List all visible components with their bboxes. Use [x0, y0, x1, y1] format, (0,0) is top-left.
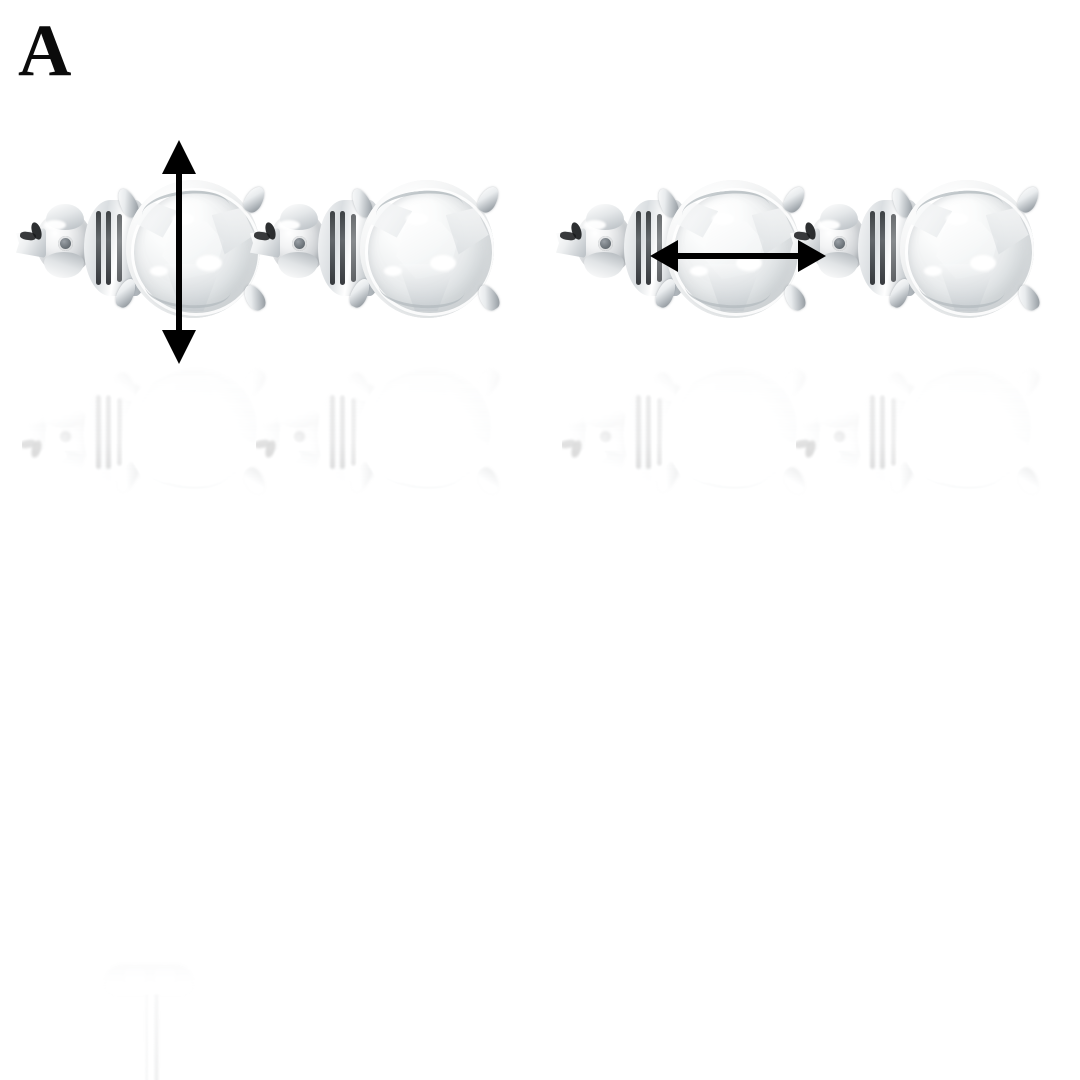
earring-back-butterfly	[556, 204, 648, 282]
arrow-double-horizontal-icon	[650, 240, 826, 272]
stud-earring-front	[16, 160, 282, 350]
earring-back-butterfly	[16, 204, 108, 282]
earring-back-butterfly	[250, 204, 342, 282]
stud-earring-front	[556, 160, 822, 350]
stud-earring-front	[250, 160, 516, 350]
arrow-double-vertical-icon	[162, 140, 196, 364]
earring-back-butterfly	[790, 204, 882, 282]
gemstone	[126, 180, 260, 318]
panel-b: B	[540, 0, 1080, 540]
panel-a-letter: A	[18, 10, 72, 92]
earring-reflection	[256, 330, 516, 520]
gemstone	[360, 180, 494, 318]
stud-earring-front	[790, 160, 1056, 350]
earring-reflection	[562, 330, 822, 520]
earring-reflection	[796, 330, 1056, 520]
earring-reflection	[62, 940, 242, 1080]
gemstone	[666, 180, 800, 318]
panel-a: A	[0, 0, 540, 540]
gemstone	[900, 180, 1034, 318]
panel-title: Stud Earring Measurement Guide	[540, 540, 1080, 1080]
panel-c: C	[0, 540, 540, 1080]
